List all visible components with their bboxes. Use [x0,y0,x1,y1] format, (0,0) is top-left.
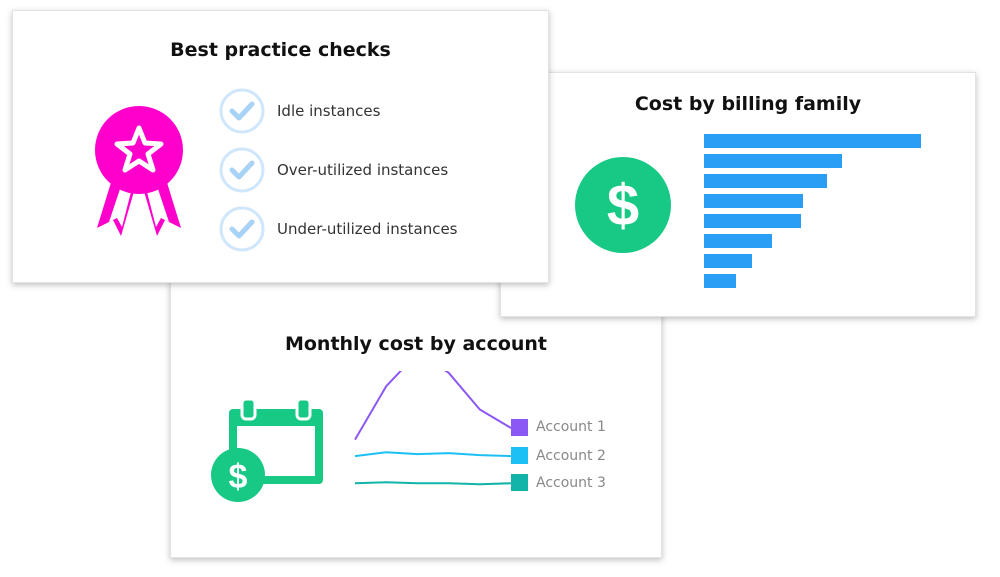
billing-bar [704,134,921,148]
legend-label: Account 2 [536,447,606,464]
legend-item: Account 1 [511,418,606,436]
billing-bar [704,274,736,288]
check-item: Idle instances [219,88,380,134]
billing-bar [704,154,842,168]
legend-label: Account 1 [536,419,606,436]
check-label: Over-utilized instances [277,161,449,179]
monthly-line-chart [354,371,512,486]
billing-card: Cost by billing family $ [500,72,976,317]
billing-bar [704,174,827,188]
series-line [354,481,512,486]
dollar-circle-icon: $ [575,157,671,253]
calendar-dollar-icon: $ [211,399,323,502]
billing-bar [704,214,801,228]
monthly-card: Monthly cost by account $ Account 1 Accou… [170,280,662,558]
monthly-title: Monthly cost by account [284,333,548,355]
legend-swatch [511,447,528,465]
check-item: Over-utilized instances [219,147,448,193]
check-circle-icon [219,88,265,134]
best-practice-title: Best practice checks [170,39,391,61]
check-item: Under-utilized instances [219,206,458,252]
legend-label: Account 3 [536,474,606,491]
svg-text:$: $ [607,173,639,238]
billing-bar-chart [704,134,921,288]
billing-bar [704,234,772,248]
series-line [354,371,512,441]
series-line [354,451,512,458]
award-ribbon-icon [95,106,183,236]
svg-text:$: $ [229,458,248,496]
legend-item: Account 2 [511,447,606,465]
legend-swatch [511,474,528,492]
check-circle-icon [219,206,265,252]
check-label: Under-utilized instances [277,220,458,238]
billing-title: Cost by billing family [634,93,862,115]
best-practice-card: Best practice checks Idle instances Over-… [12,10,549,283]
billing-bar [704,194,803,208]
billing-bar [704,254,752,268]
legend-item: Account 3 [511,474,606,492]
check-circle-icon [219,147,265,193]
check-label: Idle instances [277,102,381,120]
legend-swatch [511,418,528,436]
